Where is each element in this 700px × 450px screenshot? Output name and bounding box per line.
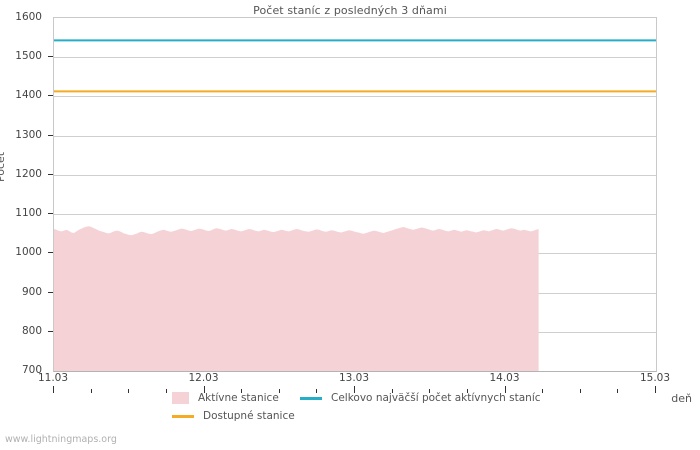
y-axis-tick: [48, 56, 53, 58]
gridline: [54, 57, 656, 59]
x-axis-minor-tick: [128, 389, 130, 393]
x-axis-tick-label: 14.03: [489, 372, 520, 384]
x-axis-tick-label: 12.03: [188, 372, 219, 384]
x-axis-tick: [203, 386, 205, 393]
y-axis-tick: [48, 291, 53, 293]
y-axis-tick-label: 1200: [15, 167, 42, 180]
y-axis-tick: [48, 330, 53, 332]
y-axis-title: Počet: [0, 151, 7, 182]
legend-swatch-line-icon: [300, 396, 322, 400]
chart-legend: Aktívne stanice Celkovo najväčší počet a…: [0, 392, 700, 432]
y-axis-tick-label: 1300: [15, 128, 42, 141]
legend-item-available[interactable]: Dostupné stanice: [172, 410, 295, 422]
x-axis-title: deň: [671, 392, 692, 405]
gridline: [54, 96, 656, 98]
x-axis-minor-tick: [391, 389, 393, 393]
x-axis: 11.03 12.03 13.03 14.03 15.03: [0, 372, 700, 393]
legend-label-available: Dostupné stanice: [203, 410, 295, 422]
y-axis-tick-label: 1600: [15, 11, 42, 23]
x-axis-minor-tick: [165, 389, 167, 393]
x-axis-minor-tick: [542, 389, 544, 393]
legend-swatch-line-icon: [172, 414, 194, 418]
x-axis-minor-tick: [466, 389, 468, 393]
y-axis-tick: [48, 173, 53, 175]
x-axis-tick-label: 13.03: [338, 372, 370, 384]
x-axis-tick-label: 15.03: [639, 372, 671, 384]
y-axis-tick-label: 700: [21, 364, 42, 376]
x-axis-minor-tick: [278, 389, 280, 393]
y-axis-tick-label: 800: [21, 324, 42, 337]
legend-swatch-area-icon: [172, 392, 189, 404]
watermark: www.lightningmaps.org: [5, 434, 117, 445]
x-axis-minor-tick: [90, 389, 92, 393]
y-axis: Počet 700 800 900 1000 1100 1200 1300 1400 1500 1…: [0, 0, 53, 388]
plot-area: [53, 17, 657, 372]
x-axis-tick-label: 11.03: [37, 372, 69, 384]
x-axis-tick: [504, 386, 506, 393]
y-axis-tick-label: 1500: [15, 50, 42, 63]
x-axis-tick: [655, 386, 656, 393]
y-axis-tick: [48, 252, 53, 254]
y-axis-tick: [48, 95, 53, 97]
x-axis-tick: [354, 386, 355, 393]
y-axis-tick-label: 900: [21, 285, 42, 298]
y-axis-tick: [48, 134, 53, 136]
gridline: [54, 214, 656, 216]
x-axis-minor-tick: [316, 389, 318, 393]
x-axis-minor-tick: [429, 389, 431, 393]
x-axis-minor-tick: [241, 389, 243, 393]
x-axis-minor-tick: [579, 389, 581, 393]
legend-label-max-active: Celkovo najväčší počet aktívnych staníc: [331, 392, 541, 404]
x-axis-tick: [53, 386, 54, 393]
y-axis-tick: [48, 213, 53, 215]
gridline: [54, 174, 656, 176]
chart-title: Počet staníc z posledných 3 dňami: [253, 4, 447, 17]
series-aktivne-stanice-area: [54, 226, 539, 371]
x-axis-minor-tick: [617, 389, 619, 393]
legend-label-aktivne-stanice: Aktívne stanice: [198, 392, 279, 404]
series-layer: [54, 39, 656, 371]
y-axis-tick-label: 1400: [15, 89, 42, 102]
legend-item-aktivne-stanice[interactable]: Aktívne stanice: [172, 392, 279, 404]
y-axis-tick-label: 1100: [15, 207, 42, 220]
gridline: [54, 135, 656, 137]
y-axis-tick-label: 1000: [15, 246, 42, 259]
legend-item-max-active[interactable]: Celkovo najväčší počet aktívnych staníc: [300, 392, 541, 404]
